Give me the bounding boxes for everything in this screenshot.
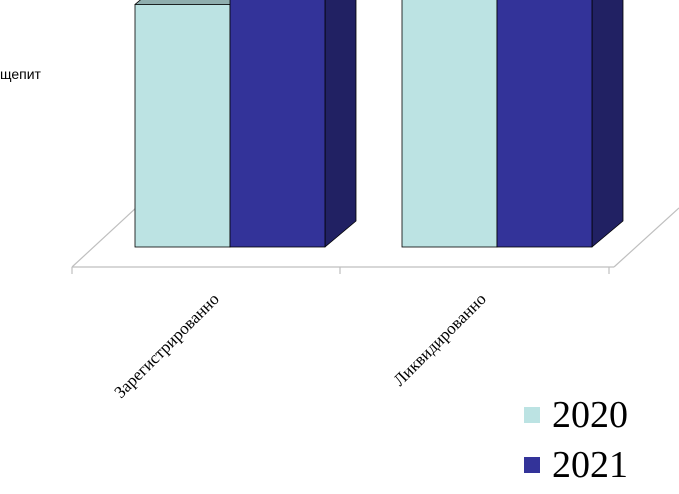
bars-group: [135, 0, 623, 247]
bar-2021-1: [497, 0, 623, 247]
legend-item-2021: 2021: [524, 440, 628, 490]
floor-left-edge: [72, 207, 137, 267]
legend-item-2020: 2020: [524, 390, 628, 440]
category-label-1: Ликвидированно: [390, 289, 490, 389]
chart-subtitle: щепит: [0, 66, 41, 82]
legend-label-2021: 2021: [552, 443, 628, 487]
category-labels-group: Зарегистрированно Ликвидированно: [110, 289, 489, 401]
bar-2021-0: [230, 0, 356, 247]
floor-right-edge: [614, 208, 679, 267]
legend-swatch-2021: [524, 457, 540, 473]
legend-swatch-2020: [524, 407, 540, 423]
chart-legend: 2020 2021: [524, 390, 628, 490]
legend-label-2020: 2020: [552, 393, 628, 437]
category-label-0: Зарегистрированно: [110, 289, 222, 401]
